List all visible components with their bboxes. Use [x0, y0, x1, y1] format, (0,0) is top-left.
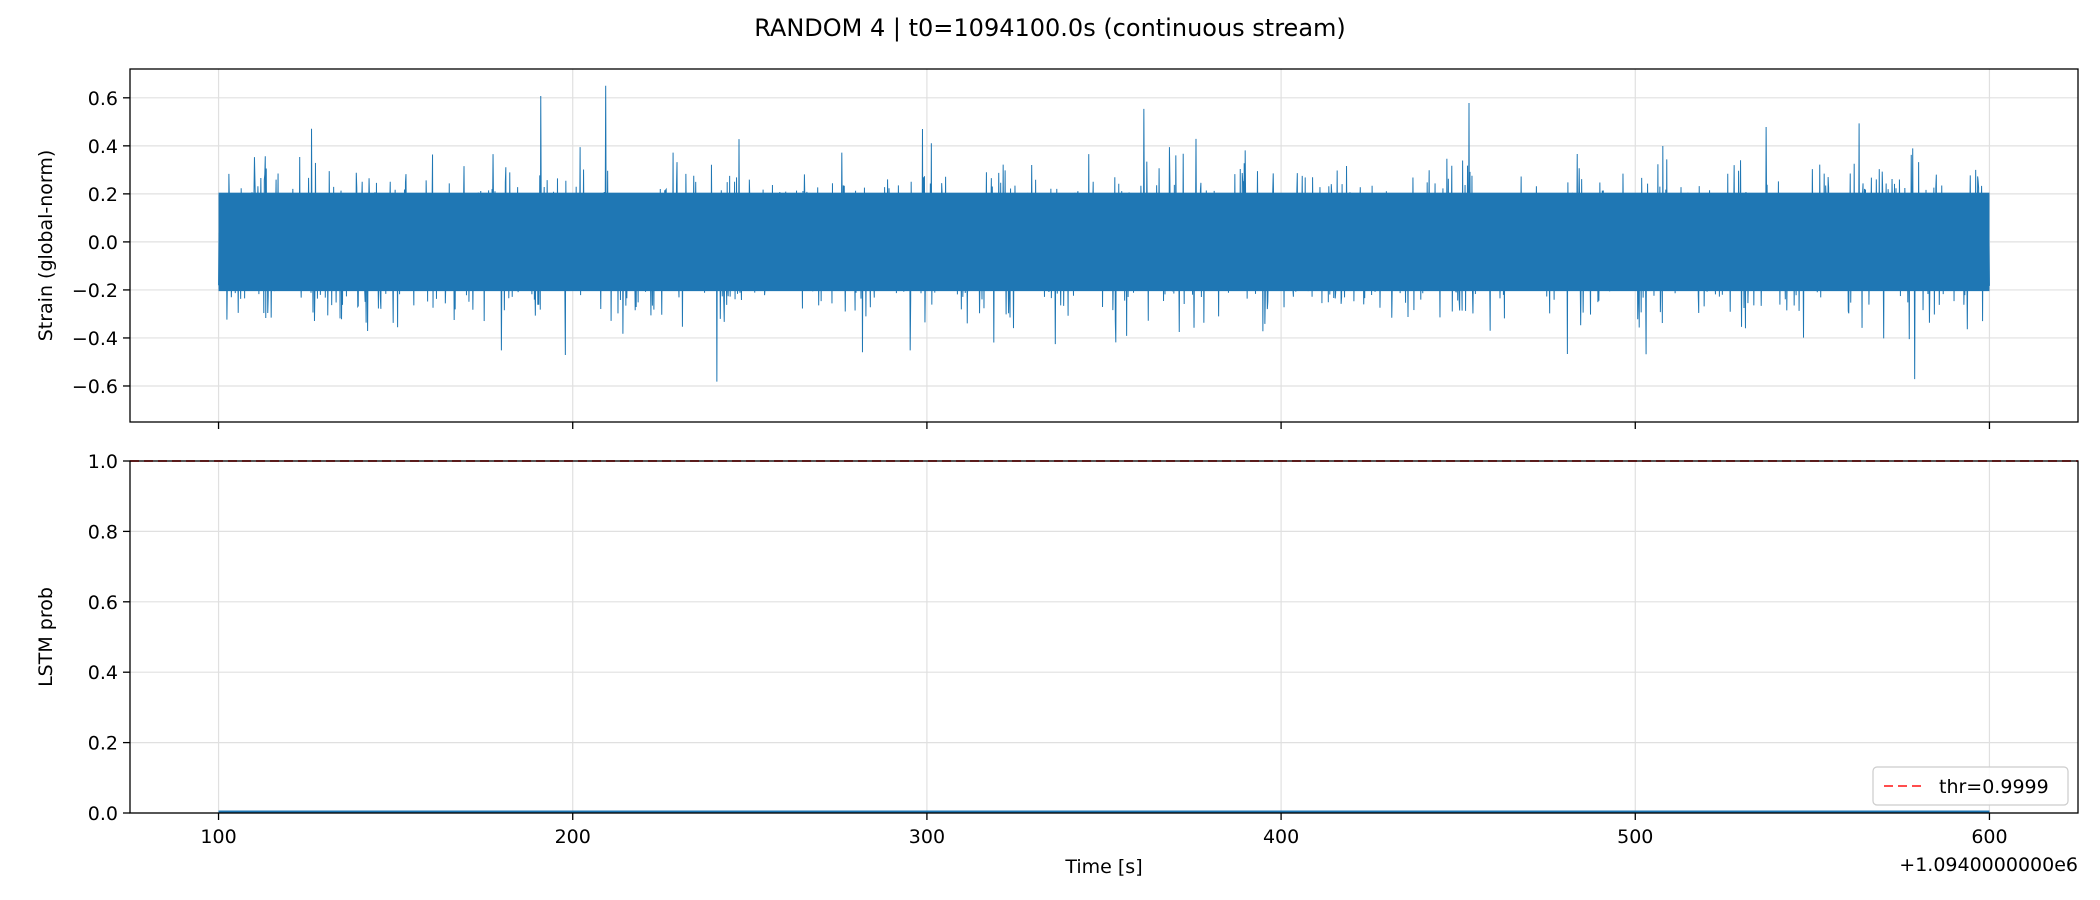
strain-panel: −0.6 −0.4 −0.2 0.0 0.2 0.4 0.6 Strain (global-… [35, 68, 2079, 429]
strain-y-axis-label: Strain (global-norm) [35, 150, 57, 342]
x-tick-label: 200 [555, 826, 591, 848]
y-tick-label: 0.6 [88, 592, 118, 614]
x-tick-label: 400 [1263, 826, 1299, 848]
lstm-y-axis-label: LSTM prob [35, 587, 57, 687]
y-tick-label: −0.2 [72, 280, 118, 302]
x-offset-text: +1.0940000000e6 [1899, 854, 2078, 876]
strain-series [218, 85, 1990, 382]
y-tick-label: 0.2 [88, 184, 118, 206]
strain-axes-frame [129, 68, 2079, 423]
strain-x-ticks [217, 422, 1991, 429]
legend-threshold-label: thr=0.9999 [1939, 776, 2049, 798]
y-tick-label: −0.6 [72, 376, 118, 398]
y-tick-label: 0.4 [88, 136, 118, 158]
y-tick-label: 1.0 [88, 451, 118, 473]
legend: thr=0.9999 [1872, 766, 2069, 806]
x-tick-label: 100 [200, 826, 236, 848]
y-tick-label: 0.2 [88, 733, 118, 755]
lstm-axes-frame [129, 460, 2079, 814]
x-axis-label: Time [s] [1064, 856, 1142, 878]
lstm-panel: 0.0 0.2 0.4 0.6 0.8 1.0 100 200 300 400 500 600 LS… [35, 451, 2079, 878]
y-tick-label: −0.4 [72, 328, 118, 350]
strain-y-ticks: −0.6 −0.4 −0.2 0.0 0.2 0.4 0.6 [72, 88, 130, 398]
strain-core-band [218, 192, 1990, 292]
y-tick-label: 0.0 [88, 803, 118, 825]
lstm-x-ticks: 100 200 300 400 500 600 [200, 813, 2008, 848]
y-tick-label: 0.0 [88, 232, 118, 254]
x-tick-label: 300 [909, 826, 945, 848]
y-tick-label: 0.4 [88, 662, 118, 684]
x-tick-label: 500 [1617, 826, 1653, 848]
legend-box [1872, 766, 2069, 806]
lstm-y-ticks: 0.0 0.2 0.4 0.6 0.8 1.0 [88, 451, 130, 825]
x-tick-label: 600 [1971, 826, 2007, 848]
figure-title: RANDOM 4 | t0=1094100.0s (continuous str… [754, 14, 1346, 42]
y-tick-label: 0.8 [88, 521, 118, 543]
y-tick-label: 0.6 [88, 88, 118, 110]
